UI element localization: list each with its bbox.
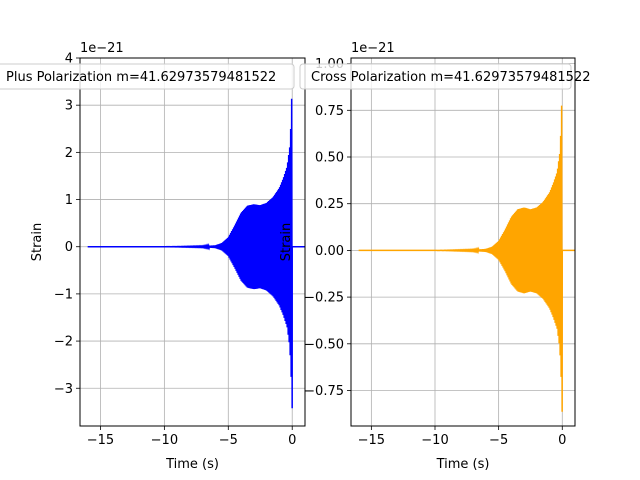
- y-tick-label: −1: [54, 287, 73, 302]
- y-tick-label: 0: [65, 240, 73, 255]
- x-axis-label: Time (s): [436, 457, 490, 472]
- legend-box: [299, 63, 572, 90]
- y-tick-label: −3: [54, 382, 73, 397]
- y-axis-label: Strain: [279, 223, 294, 262]
- y-tick-label: 4: [65, 52, 73, 67]
- y-tick-label: −0.25: [304, 291, 344, 306]
- y-tick-label: 0.50: [315, 151, 344, 166]
- x-tick-label: 0: [558, 433, 566, 448]
- y-offset-label: 1e−21: [80, 41, 124, 56]
- y-offset-label: 1e−21: [351, 41, 395, 56]
- y-tick-label: −0.75: [304, 384, 344, 399]
- x-tick-label: 0: [288, 433, 296, 448]
- y-tick-label: −0.50: [304, 337, 344, 352]
- right-plot-cross-polarization: −15 −10 −5 0 −0.75 −0.50 −0.25 0.00 0.25 0.50 0.75…: [279, 41, 576, 472]
- y-tick-label: 0.75: [315, 104, 344, 119]
- x-tick-label: −10: [151, 433, 178, 448]
- y-tick-label: 0.00: [315, 244, 344, 259]
- legend-box: [0, 63, 295, 90]
- x-tick-label: −15: [358, 433, 385, 448]
- y-axis-label: Strain: [30, 223, 45, 262]
- y-tick-label: 0.25: [315, 197, 344, 212]
- y-tick-label: −2: [54, 335, 73, 350]
- legend-label: Plus Polarization m=41.62973579481522: [6, 70, 276, 85]
- y-tick-label: 2: [65, 146, 73, 161]
- x-tick-label: −15: [87, 433, 114, 448]
- axes-frame: [350, 57, 576, 427]
- axes-frame: [79, 57, 306, 427]
- series-line: [87, 98, 305, 409]
- series-line: [358, 105, 575, 412]
- legends: Plus Polarization m=41.62973579481522 Cro…: [0, 63, 590, 90]
- x-tick-label: −5: [219, 433, 238, 448]
- x-tick-label: −10: [421, 433, 448, 448]
- y-tick-label: 1: [65, 193, 73, 208]
- legend-label: Cross Polarization m=41.62973579481522: [311, 70, 590, 85]
- y-tick-label: 3: [65, 99, 73, 114]
- x-axis-label: Time (s): [165, 457, 219, 472]
- x-tick-label: −5: [489, 433, 508, 448]
